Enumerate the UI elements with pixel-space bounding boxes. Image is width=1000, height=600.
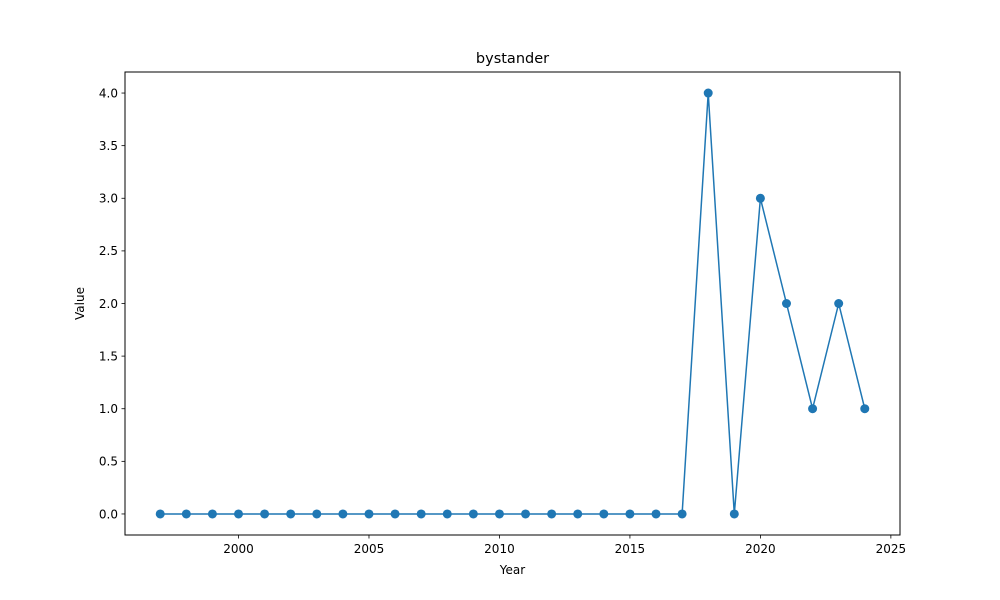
x-tick-label: 2025: [876, 542, 907, 556]
x-tick-label: 2005: [354, 542, 385, 556]
y-axis-label: Value: [73, 287, 87, 320]
data-point: [547, 509, 557, 519]
data-point: [442, 509, 452, 519]
series-layer: [155, 88, 870, 519]
data-point: [155, 509, 165, 519]
data-point: [703, 88, 713, 98]
data-point: [755, 193, 765, 203]
y-tick-label: 1.5: [99, 349, 118, 363]
data-point: [573, 509, 583, 519]
x-tick-label: 2015: [615, 542, 646, 556]
series-line: [160, 92, 866, 515]
y-tick-label: 0.0: [99, 507, 118, 521]
y-tick-label: 2.0: [99, 297, 118, 311]
data-point: [599, 509, 609, 519]
y-tick-label: 2.5: [99, 244, 118, 258]
y-axis-ticks: 0.0 0.5 1.0 1.5 2.0 2.5 3.0 3.5 4.0: [99, 86, 125, 521]
data-point: [781, 299, 791, 308]
data-point: [260, 509, 270, 519]
data-point: [625, 509, 635, 519]
x-axis-label: Year: [499, 563, 525, 577]
data-point: [729, 509, 739, 519]
data-point: [651, 509, 661, 519]
x-tick-label: 2010: [484, 542, 515, 556]
data-point: [677, 509, 687, 519]
y-tick-label: 4.0: [99, 86, 118, 100]
x-tick-label: 2020: [745, 542, 776, 556]
y-tick-label: 1.0: [99, 402, 118, 416]
data-point: [416, 509, 426, 519]
y-tick-label: 3.5: [99, 139, 118, 153]
data-point: [207, 509, 217, 519]
chart-title: bystander: [476, 51, 549, 67]
data-point: [364, 509, 374, 519]
data-point: [494, 509, 504, 519]
x-tick-label: 2000: [223, 542, 254, 556]
data-point: [808, 404, 818, 414]
y-tick-label: 0.5: [99, 455, 118, 469]
data-point: [521, 509, 531, 519]
data-point: [468, 509, 478, 519]
data-point: [312, 509, 322, 519]
data-point: [234, 509, 244, 519]
data-point: [860, 404, 870, 414]
plot-frame: [124, 71, 901, 536]
y-tick-label: 3.0: [99, 192, 118, 206]
data-point: [338, 509, 348, 519]
data-point: [181, 509, 191, 519]
data-point: [390, 509, 400, 519]
x-axis-ticks: 2000 2005 2010 2015 2020 2025: [223, 535, 906, 556]
data-point: [834, 299, 844, 308]
data-point: [286, 509, 296, 519]
plot-area: [125, 72, 900, 535]
